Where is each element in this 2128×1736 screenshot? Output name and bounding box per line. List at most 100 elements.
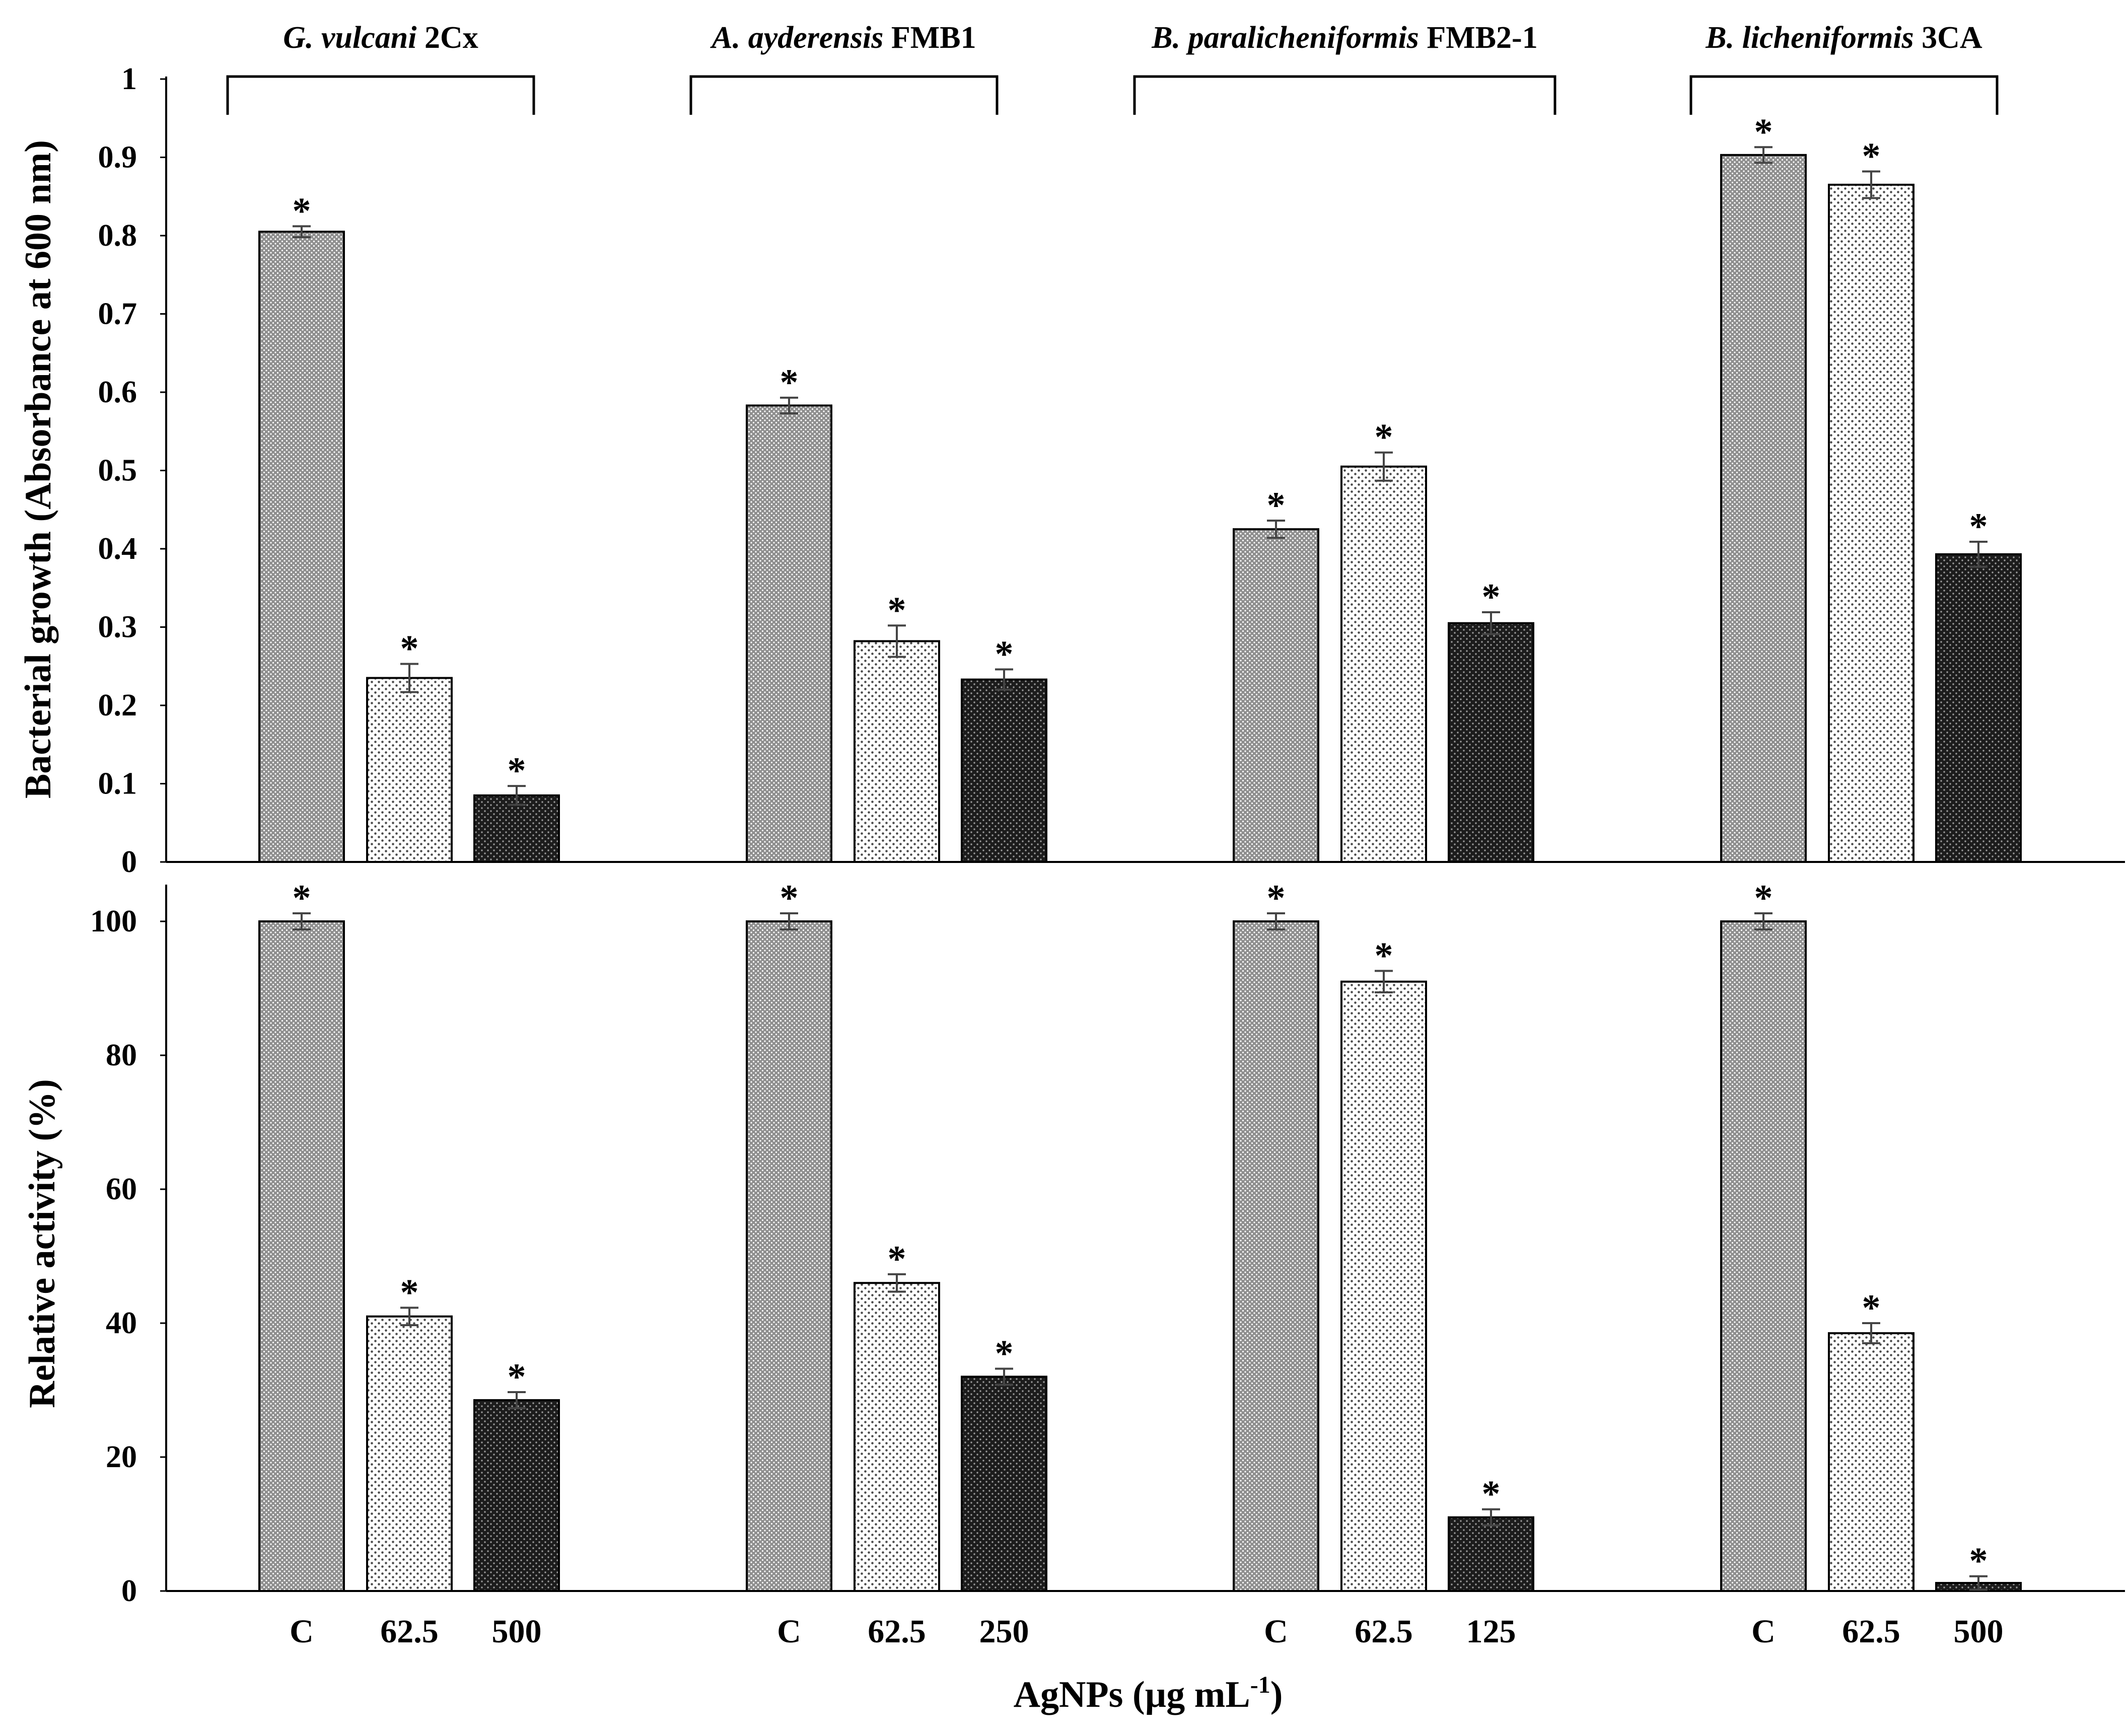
bottom-y-tick-label: 40	[106, 1306, 137, 1340]
organism-label: G. vulcani 2Cx	[283, 21, 478, 55]
bottom-bar-control	[746, 920, 832, 1592]
bottom-significance-star: *	[888, 1239, 906, 1280]
bottom-error-bar	[293, 912, 311, 930]
top-bar-control	[1233, 528, 1319, 863]
bottom-error-bar	[780, 912, 798, 930]
organism-label: B. licheniformis 3CA	[1705, 21, 1982, 55]
bottom-error-bar	[1267, 912, 1285, 930]
top-bar-low-dose	[1828, 183, 1914, 863]
top-significance-star: *	[1969, 506, 1988, 547]
bottom-significance-star: *	[995, 1333, 1014, 1374]
top-bar-low-dose	[366, 677, 453, 863]
bottom-error-bar	[888, 1273, 906, 1293]
top-bar-control	[258, 231, 345, 863]
top-error-bar	[1969, 541, 1988, 568]
organism-label: B. paralicheniformis FMB2-1	[1151, 21, 1537, 55]
x-category-label: 62.5	[868, 1613, 926, 1650]
top-error-bar	[780, 396, 798, 414]
top-error-bar	[293, 225, 311, 239]
bottom-y-ticks: 0 20 40 60 80 100	[90, 904, 166, 1608]
bottom-significance-star: *	[1862, 1287, 1881, 1329]
bottom-significance-star: *	[1482, 1474, 1501, 1515]
top-y-tick-label: 0	[121, 845, 137, 879]
x-category-label: C	[290, 1613, 314, 1650]
top-bar-high-dose	[1448, 622, 1534, 863]
bottom-error-bar	[1862, 1322, 1880, 1344]
top-bars: * * * * * * * * * * * *	[258, 111, 2022, 863]
top-significance-star: *	[400, 628, 419, 670]
top-significance-star: *	[995, 633, 1014, 675]
bottom-bar-control	[1720, 920, 1807, 1592]
bottom-y-tick-label: 0	[121, 1574, 137, 1608]
top-panel: 0 0.1 0.2 0.3 0.4 0.5 0.6 0.7 0.8 0.9 1 G. vulcani…	[18, 21, 2125, 879]
bottom-significance-star: *	[508, 1356, 526, 1398]
bottom-bar-control	[258, 920, 345, 1592]
group-brackets: G. vulcani 2Cx A. ayderensis FMB1 B. paral…	[226, 21, 1999, 115]
bottom-error-bar	[1482, 1508, 1500, 1527]
top-significance-star: *	[1375, 417, 1393, 458]
x-category-label: 62.5	[1355, 1613, 1413, 1650]
top-significance-star: *	[1862, 135, 1881, 177]
bottom-error-bar	[1375, 970, 1393, 993]
top-y-axis-title: Bacterial growth (Absorbance at 600 nm)	[18, 140, 59, 799]
bottom-bar-high-dose	[473, 1399, 560, 1592]
bottom-y-tick-label: 80	[106, 1038, 137, 1072]
group-bracket	[226, 75, 535, 115]
top-error-bar	[1482, 611, 1500, 635]
bottom-significance-star: *	[1375, 935, 1393, 976]
x-category-label: C	[1264, 1613, 1288, 1650]
top-y-tick-label: 0.7	[98, 297, 137, 331]
top-y-tick-label: 0.8	[98, 219, 137, 253]
bottom-bar-high-dose	[961, 1376, 1047, 1592]
bottom-error-bar	[1969, 1575, 1988, 1591]
top-y-tick-label: 0.5	[98, 454, 137, 488]
group-bracket	[1133, 75, 1556, 115]
top-y-tick-label: 0.4	[98, 532, 137, 566]
bottom-bar-low-dose	[366, 1315, 453, 1592]
bottom-error-bar	[400, 1307, 418, 1326]
x-category-label: 500	[1954, 1613, 2004, 1650]
top-y-tick-label: 1	[121, 62, 137, 96]
top-error-bar	[995, 668, 1013, 691]
top-error-bar	[1754, 146, 1772, 164]
bottom-bar-low-dose	[1828, 1332, 1914, 1592]
bottom-y-axis-title: Relative activity (%)	[22, 1079, 63, 1408]
top-error-bar	[888, 624, 906, 658]
bottom-bars: * * * * * * * * * * * *	[258, 878, 2022, 1593]
top-error-bar	[400, 663, 418, 693]
bottom-y-tick-label: 20	[106, 1440, 137, 1474]
top-y-ticks: 0 0.1 0.2 0.3 0.4 0.5 0.6 0.7 0.8 0.9 1	[98, 62, 166, 879]
bottom-significance-star: *	[293, 878, 311, 919]
bottom-bar-control	[1233, 920, 1319, 1592]
bottom-y-tick-label: 100	[90, 904, 137, 938]
bottom-bar-high-dose	[1448, 1516, 1534, 1592]
bottom-error-bar	[1754, 912, 1772, 930]
top-y-tick-label: 0.1	[98, 767, 137, 801]
bottom-bar-low-dose	[1340, 980, 1427, 1592]
top-bar-low-dose	[1340, 465, 1427, 863]
top-bar-low-dose	[854, 640, 940, 863]
top-bar-control	[1720, 154, 1807, 863]
x-category-labels: C 62.5 500 C 62.5 250 C 62.5 125 C 62.5 500	[290, 1613, 2003, 1650]
bottom-significance-star: *	[400, 1272, 419, 1313]
x-category-label: 500	[492, 1613, 542, 1650]
bottom-panel: 0 20 40 60 80 100 * * * * * * * * * * * * C 62.5 500 C 62.5 2…	[22, 878, 2125, 1715]
top-significance-star: *	[293, 190, 311, 232]
top-bar-control	[746, 404, 832, 863]
top-y-tick-label: 0.2	[98, 688, 137, 722]
top-significance-star: *	[508, 750, 526, 791]
top-significance-star: *	[1754, 111, 1773, 153]
top-significance-star: *	[1482, 576, 1501, 618]
top-y-tick-label: 0.6	[98, 375, 137, 409]
top-y-tick-label: 0.9	[98, 140, 137, 175]
x-category-label: C	[1751, 1613, 1776, 1650]
x-axis-title: AgNPs (µg mL-1)	[1014, 1672, 1283, 1715]
top-significance-star: *	[1267, 485, 1286, 526]
bottom-significance-star: *	[1754, 878, 1773, 919]
organism-label: A. ayderensis FMB1	[710, 21, 976, 55]
bottom-y-tick-label: 60	[106, 1172, 137, 1206]
top-y-tick-label: 0.3	[98, 610, 137, 644]
bottom-error-bar	[995, 1367, 1013, 1386]
top-bar-high-dose	[1935, 553, 2022, 863]
